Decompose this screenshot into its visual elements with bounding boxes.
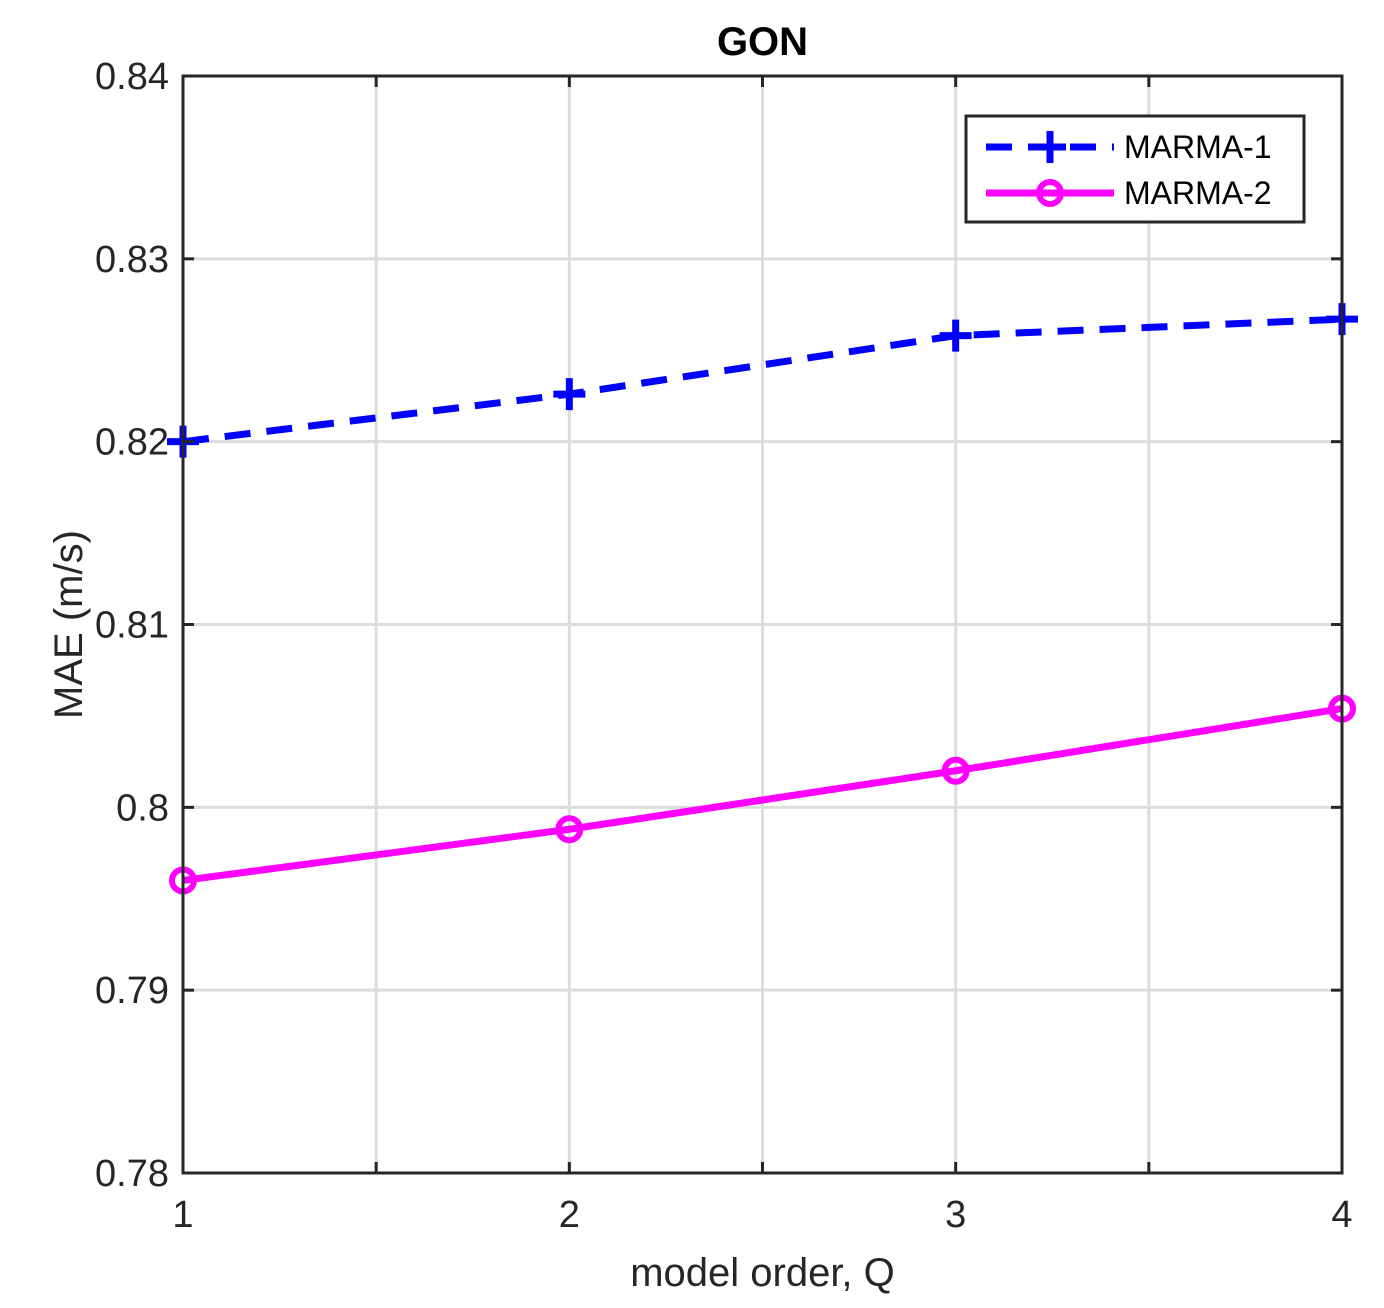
legend-label: MARMA-2 xyxy=(1124,175,1272,211)
legend-item: MARMA-1 xyxy=(986,129,1272,165)
y-tick-label: 0.82 xyxy=(95,422,169,464)
data-point xyxy=(939,319,972,352)
x-tick-label: 4 xyxy=(1331,1194,1352,1236)
grid xyxy=(183,76,1342,1173)
y-axis-label: MAE (m/s) xyxy=(47,530,91,719)
legend-label: MARMA-1 xyxy=(1124,129,1272,165)
data-point xyxy=(555,815,584,844)
x-tick-label: 3 xyxy=(945,1194,966,1236)
y-tick-label: 0.79 xyxy=(95,970,169,1012)
y-tick-label: 0.78 xyxy=(95,1153,169,1195)
legend-marker xyxy=(1036,179,1064,207)
y-tick-label: 0.84 xyxy=(95,56,169,98)
ticks xyxy=(181,74,1344,1175)
y-tick-label: 0.81 xyxy=(95,605,169,647)
legend-marker xyxy=(1034,131,1066,163)
series-line xyxy=(182,315,1343,446)
series-line xyxy=(182,705,1343,884)
chart-title: GON xyxy=(717,20,808,64)
legend-item: MARMA-2 xyxy=(986,175,1272,211)
y-tick-label: 0.8 xyxy=(116,787,169,829)
data-point xyxy=(553,378,586,411)
legend: MARMA-1 MARMA-2 xyxy=(964,114,1306,224)
legend-box xyxy=(964,114,1306,224)
x-tick-label: 2 xyxy=(559,1194,580,1236)
y-tick-label: 0.83 xyxy=(95,239,169,281)
x-tick-label: 1 xyxy=(172,1194,193,1236)
tick-labels: 1 2 3 4 0.78 0.79 0.8 0.81 0.82 0.83 0.84 xyxy=(95,56,1353,1236)
x-axis-label: model order, Q xyxy=(630,1251,895,1295)
data-point xyxy=(941,756,970,785)
